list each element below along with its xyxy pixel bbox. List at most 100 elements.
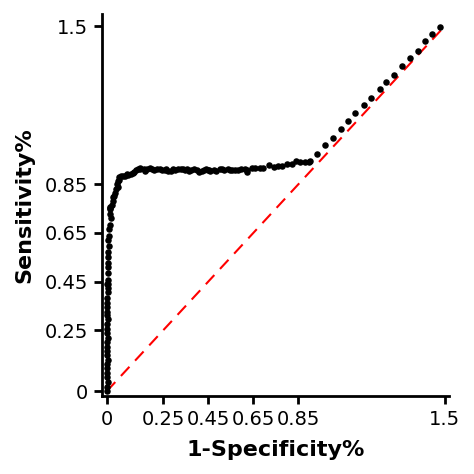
Point — [437, 24, 444, 31]
Point — [200, 166, 208, 174]
Point — [104, 264, 112, 271]
Point — [103, 369, 111, 377]
Point — [105, 232, 113, 240]
Point — [360, 102, 368, 109]
Point — [248, 164, 255, 172]
Point — [115, 178, 122, 185]
Point — [121, 172, 128, 180]
Point — [104, 289, 111, 296]
Point — [212, 168, 219, 175]
Point — [235, 166, 242, 173]
Point — [103, 303, 111, 310]
Point — [104, 284, 111, 292]
Point — [146, 164, 154, 172]
Point — [104, 259, 112, 267]
Point — [376, 85, 383, 93]
Point — [329, 134, 337, 141]
Point — [111, 189, 119, 197]
Point — [103, 344, 110, 351]
Point — [244, 168, 251, 175]
Point — [131, 168, 138, 176]
Point — [107, 203, 114, 210]
Point — [103, 299, 110, 306]
Point — [259, 164, 267, 172]
Point — [306, 157, 313, 164]
Point — [167, 167, 175, 175]
Point — [106, 205, 114, 212]
Point — [224, 165, 232, 173]
Point — [251, 164, 258, 172]
Point — [265, 162, 273, 169]
Point — [274, 162, 282, 170]
Point — [125, 171, 132, 179]
Point — [344, 118, 352, 125]
Point — [219, 165, 226, 173]
Point — [183, 166, 191, 173]
Point — [151, 166, 158, 173]
Point — [106, 225, 113, 233]
Point — [162, 165, 170, 173]
Point — [127, 170, 135, 177]
Point — [161, 166, 168, 174]
Point — [421, 37, 428, 45]
Point — [205, 166, 212, 173]
Point — [109, 198, 116, 205]
Point — [367, 94, 374, 101]
Point — [135, 165, 142, 173]
Point — [103, 387, 110, 395]
Point — [113, 181, 121, 188]
Point — [104, 280, 111, 288]
Point — [158, 166, 166, 173]
Point — [256, 164, 264, 172]
X-axis label: 1-Specificity%: 1-Specificity% — [187, 440, 365, 460]
Point — [156, 165, 164, 173]
Point — [109, 201, 116, 209]
Point — [174, 165, 182, 173]
Point — [103, 360, 110, 368]
Point — [297, 159, 304, 166]
Point — [148, 165, 156, 173]
Point — [103, 330, 110, 337]
Point — [164, 167, 172, 174]
Point — [106, 221, 114, 229]
Point — [243, 166, 251, 174]
Point — [198, 167, 206, 175]
Point — [314, 150, 321, 158]
Point — [414, 47, 421, 55]
Point — [115, 176, 123, 184]
Point — [226, 166, 234, 174]
Point — [103, 352, 111, 359]
Point — [129, 169, 137, 177]
Point — [103, 320, 111, 328]
Point — [283, 160, 291, 168]
Point — [288, 160, 296, 168]
Point — [103, 294, 111, 301]
Point — [177, 165, 184, 173]
Point — [103, 364, 111, 372]
Point — [104, 325, 111, 333]
Point — [202, 165, 210, 173]
Point — [104, 280, 111, 288]
Point — [172, 166, 179, 174]
Point — [406, 55, 414, 62]
Point — [123, 170, 130, 178]
Point — [104, 237, 112, 244]
Point — [107, 214, 114, 222]
Y-axis label: Sensitivity%: Sensitivity% — [14, 127, 34, 283]
Point — [107, 210, 114, 218]
Point — [306, 158, 313, 165]
Point — [188, 166, 195, 173]
Point — [105, 269, 112, 277]
Point — [109, 193, 117, 201]
Point — [118, 173, 125, 180]
Point — [103, 309, 111, 316]
Point — [428, 30, 436, 38]
Point — [144, 165, 151, 173]
Point — [106, 242, 113, 249]
Point — [321, 141, 329, 149]
Point — [204, 166, 212, 173]
Point — [228, 166, 236, 173]
Point — [190, 165, 198, 173]
Point — [195, 168, 202, 175]
Point — [292, 158, 300, 165]
